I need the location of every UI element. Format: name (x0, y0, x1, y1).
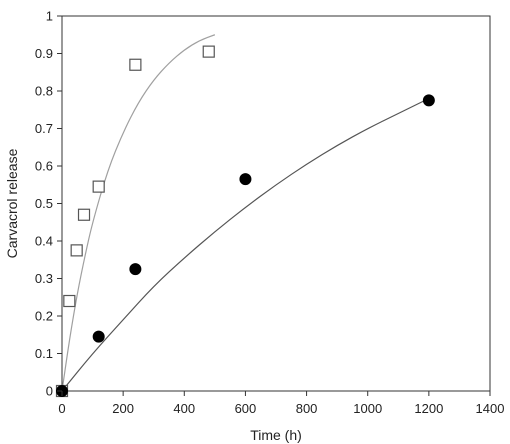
data-point-square (63, 294, 76, 308)
x-tick-label: 1200 (414, 401, 443, 416)
fit-curve-2 (61, 97, 430, 392)
y-tick-label: 0.5 (35, 196, 53, 211)
y-tick-label: 0.4 (35, 234, 53, 249)
data-point-circle (92, 330, 105, 343)
x-tick-label: 800 (296, 401, 318, 416)
data-point-square (70, 244, 83, 257)
data-point-circle (422, 94, 435, 107)
y-tick-label: 0.3 (35, 271, 53, 286)
x-tick-label: 1000 (353, 401, 382, 416)
y-tick-label: 0.6 (35, 159, 53, 174)
y-tick-label: 0.9 (35, 46, 53, 61)
x-tick-label: 400 (173, 401, 195, 416)
data-point-square (77, 208, 91, 221)
plot-area (61, 15, 491, 392)
y-tick-label: 0.2 (35, 309, 53, 324)
y-tick-label: 0 (46, 384, 53, 399)
x-tick-label: 1400 (476, 401, 505, 416)
fit-curves (61, 34, 430, 392)
x-axis-title: Time (h) (250, 427, 302, 443)
x-tick-label: 0 (58, 401, 65, 416)
y-tick-label: 0.1 (35, 346, 53, 361)
data-point-square (129, 58, 142, 71)
x-tick-label: 600 (235, 401, 257, 416)
y-tick-label: 1 (46, 9, 53, 24)
y-axis-title: Carvacrol release (4, 148, 20, 258)
y-tick-label: 0.8 (35, 84, 53, 99)
plot-border (61, 15, 491, 392)
y-tick-label: 0.7 (35, 121, 53, 136)
data-point-circle (129, 263, 142, 276)
data-markers (55, 45, 435, 398)
fit-curve-1 (61, 34, 216, 392)
x-tick-label: 200 (112, 401, 134, 416)
data-point-circle (239, 173, 252, 186)
y-axis-ticks: 0 0.1 0.2 0.3 0.4 0.5 0.6 0.7 0.8 0.9 1 (35, 9, 62, 399)
data-point-square (202, 45, 215, 58)
data-point-square (92, 180, 105, 193)
x-axis-ticks: 0 200 400 600 800 1000 1200 1400 (58, 391, 504, 416)
